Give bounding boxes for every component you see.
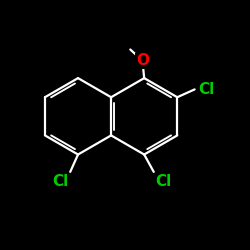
Text: Cl: Cl [198, 82, 215, 97]
Text: Cl: Cl [52, 174, 68, 188]
Text: Cl: Cl [156, 174, 172, 188]
Text: O: O [136, 53, 149, 68]
